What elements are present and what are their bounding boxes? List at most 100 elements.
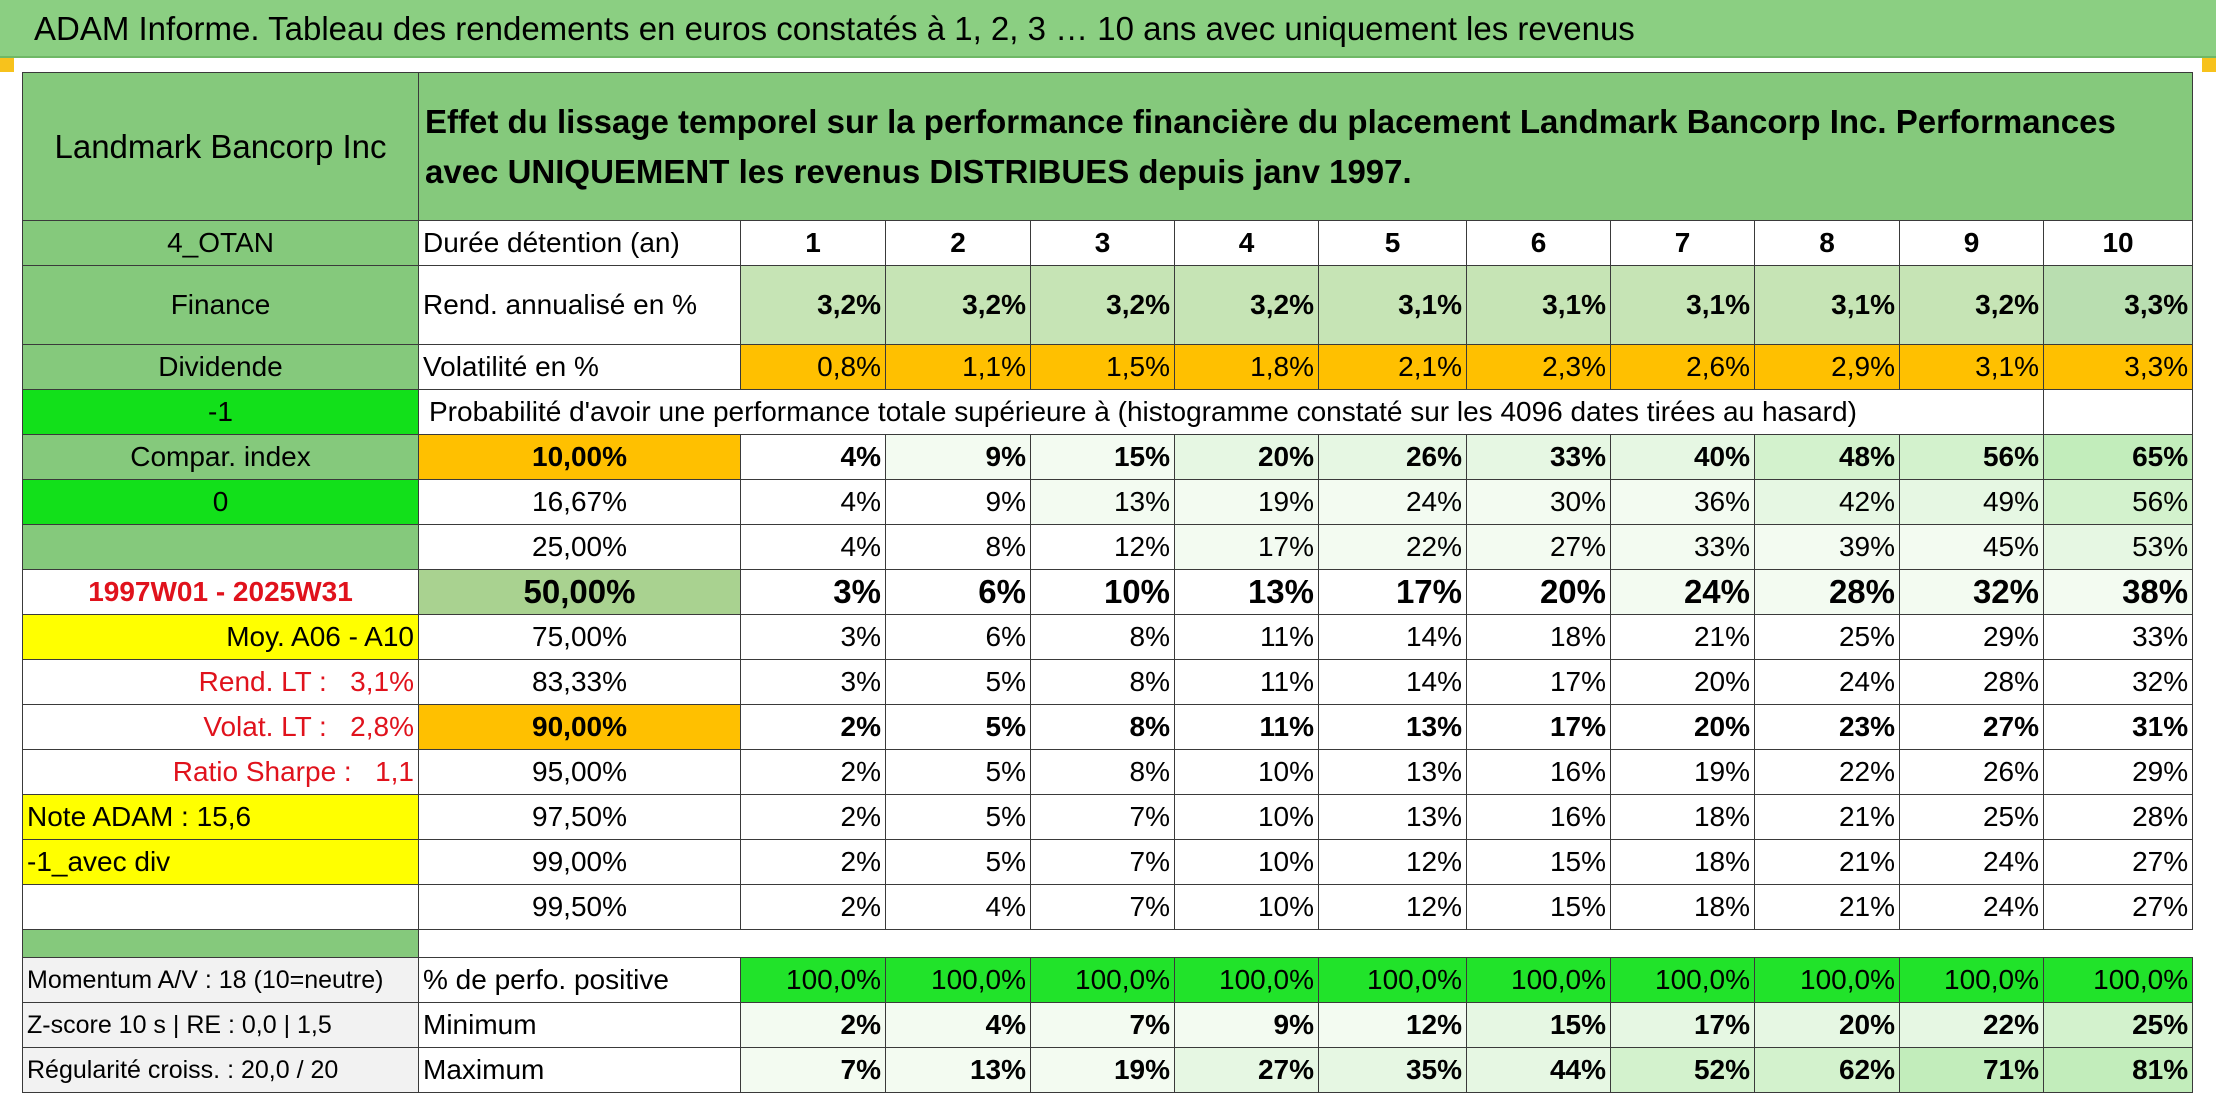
percentile-cell: 23% — [1754, 704, 1900, 750]
percentile-cell: 5% — [885, 839, 1031, 885]
percentile-cell: 21% — [1754, 839, 1900, 885]
percentile-cell: 10% — [1174, 794, 1319, 840]
percentile-cell: 2% — [740, 749, 886, 795]
percentile-row: 0 16,67% 4% 9% 13% 19% 24% 30% 36% 42% 49% 56% — [22, 479, 2194, 525]
percentile-cell: 9% — [885, 434, 1031, 480]
year-header: 6 — [1466, 220, 1611, 266]
description: Effet du lissage temporel sur la perform… — [417, 72, 2194, 221]
sidebar-div: -1_avec div — [22, 839, 419, 885]
max-row: Régularité croiss. : 20,0 / 20 Maximum 7… — [22, 1047, 2194, 1093]
percentile-cell: 12% — [1318, 839, 1467, 885]
percentile-cell: 5% — [885, 749, 1031, 795]
returns-table: Landmark Bancorp Inc Effet du lissage te… — [22, 72, 2194, 1093]
percentile-label: 25,00% — [418, 524, 741, 570]
duree-label: Durée détention (an) — [418, 220, 741, 266]
percentile-cell: 13% — [1318, 749, 1467, 795]
sidebar-zscore: Z-score 10 s | RE : 0,0 | 1,5 — [22, 1002, 419, 1048]
percentile-cell: 24% — [1318, 479, 1467, 525]
rend-cell: 3,1% — [1466, 265, 1611, 345]
empty-cell — [1899, 389, 2044, 435]
percentile-cell: 31% — [2042, 704, 2194, 750]
percentile-label: 16,67% — [418, 479, 741, 525]
percentile-cell: 27% — [2042, 884, 2194, 930]
percentile-cell: 18% — [1610, 884, 1755, 930]
percentile-cell: 56% — [1899, 434, 2044, 480]
percentile-cell: 3% — [740, 614, 886, 660]
min-cell: 9% — [1174, 1002, 1319, 1048]
percentile-cell: 11% — [1174, 659, 1319, 705]
vol-cell: 3,3% — [2042, 344, 2194, 390]
percentile-cell: 27% — [1899, 704, 2044, 750]
percentile-cell: 13% — [1318, 794, 1467, 840]
spacer-green — [22, 929, 419, 958]
pos-cell: 100,0% — [740, 957, 886, 1003]
year-header: 5 — [1318, 220, 1467, 266]
percentile-cell: 32% — [1899, 569, 2044, 615]
sidebar-code: 4_OTAN — [22, 220, 419, 266]
pos-cell: 100,0% — [1174, 957, 1319, 1003]
max-cell: 62% — [1754, 1047, 1900, 1093]
max-cell: 71% — [1899, 1047, 2044, 1093]
year-header: 4 — [1174, 220, 1319, 266]
percentile-cell: 30% — [1466, 479, 1611, 525]
spacer — [327, 666, 350, 697]
min-cell: 20% — [1754, 1002, 1900, 1048]
percentile-cell: 13% — [1030, 479, 1175, 525]
sidebar-compar-index: Compar. index — [22, 434, 419, 480]
sidebar-rend-lt-label: Rend. LT : — [198, 666, 327, 697]
vol-cell: 2,1% — [1318, 344, 1467, 390]
percentile-cell: 36% — [1610, 479, 1755, 525]
percentile-label: 75,00% — [418, 614, 741, 660]
pos-cell: 100,0% — [1030, 957, 1175, 1003]
year-header: 10 — [2042, 220, 2194, 266]
percentile-cell: 25% — [1754, 614, 1900, 660]
rend-label: Rend. annualisé en % — [418, 265, 741, 345]
spacer — [352, 756, 375, 787]
year-header: 1 — [740, 220, 886, 266]
sidebar-flag2: 0 — [22, 479, 419, 525]
percentile-cell: 4% — [740, 524, 886, 570]
percentile-cell: 20% — [1174, 434, 1319, 480]
percentile-cell: 3% — [740, 659, 886, 705]
percentile-row: Moy. A06 - A10 75,00% 3% 6% 8% 11% 14% 18% 21% 25… — [22, 614, 2194, 660]
percentile-cell: 65% — [2042, 434, 2194, 480]
percentile-cell: 10% — [1174, 749, 1319, 795]
percentile-cell: 7% — [1030, 794, 1175, 840]
percentile-cell: 8% — [885, 524, 1031, 570]
min-cell: 15% — [1466, 1002, 1611, 1048]
percentile-cell: 32% — [2042, 659, 2194, 705]
percentile-cell: 8% — [1030, 749, 1175, 795]
percentile-cell: 13% — [1318, 704, 1467, 750]
percentile-label: 97,50% — [418, 794, 741, 840]
sidebar-regularite: Régularité croiss. : 20,0 / 20 — [22, 1047, 419, 1093]
sidebar-blank — [22, 524, 419, 570]
vol-row: Dividende Volatilité en % 0,8% 1,1% 1,5%… — [22, 344, 2194, 390]
max-cell: 35% — [1318, 1047, 1467, 1093]
percentile-cell: 20% — [1610, 659, 1755, 705]
sidebar-sharpe-value: 1,1 — [375, 756, 414, 787]
percentile-label: 50,00% — [418, 569, 741, 615]
sidebar-flag1: -1 — [22, 389, 419, 435]
years-row: 4_OTAN Durée détention (an) 1 2 3 4 5 6 … — [22, 220, 2194, 266]
sidebar-type: Dividende — [22, 344, 419, 390]
percentile-cell: 22% — [1754, 749, 1900, 795]
percentile-row: Compar. index 10,00% 4% 9% 15% 20% 26% 33% 40% 48… — [22, 434, 2194, 480]
percentile-cell: 17% — [1174, 524, 1319, 570]
vol-cell: 3,1% — [1899, 344, 2044, 390]
min-cell: 2% — [740, 1002, 886, 1048]
percentile-cell: 2% — [740, 839, 886, 885]
vol-label: Volatilité en % — [418, 344, 741, 390]
percentile-cell: 15% — [1466, 839, 1611, 885]
vol-cell: 2,3% — [1466, 344, 1611, 390]
pos-label: % de perfo. positive — [418, 957, 741, 1003]
percentile-cell: 27% — [1466, 524, 1611, 570]
percentile-cell: 48% — [1754, 434, 1900, 480]
percentile-cell: 29% — [1899, 614, 2044, 660]
sidebar-volat-lt-label: Volat. LT : — [203, 711, 327, 742]
max-cell: 13% — [885, 1047, 1031, 1093]
year-header: 3 — [1030, 220, 1175, 266]
vol-cell: 2,9% — [1754, 344, 1900, 390]
percentile-cell: 2% — [740, 704, 886, 750]
percentile-cell: 24% — [1610, 569, 1755, 615]
percentile-cell: 2% — [740, 884, 886, 930]
